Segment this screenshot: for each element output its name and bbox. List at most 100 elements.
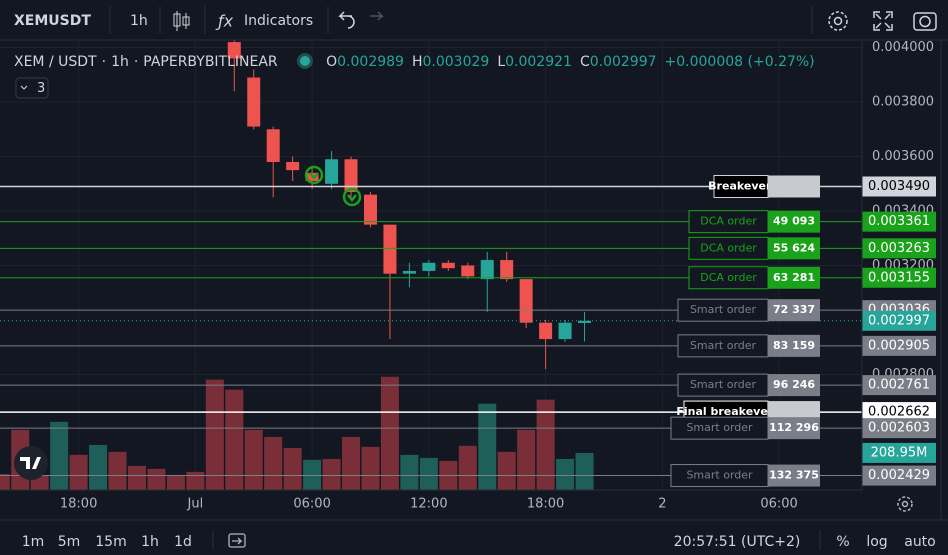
x-tick-label: 06:00: [293, 497, 330, 512]
range-button[interactable]: 5m: [58, 534, 81, 550]
fullscreen-button[interactable]: [873, 11, 893, 31]
candle-body: [539, 322, 553, 340]
log-toggle[interactable]: log: [866, 534, 887, 550]
range-button[interactable]: 1m: [22, 534, 45, 550]
x-tick-label: Jul: [187, 497, 204, 512]
y-tick-label: 0.003800: [872, 95, 934, 110]
interval[interactable]: 1h: [130, 13, 148, 29]
volume-bar: [69, 454, 88, 490]
order-qty: 83 159: [773, 339, 815, 352]
undo-button[interactable]: [338, 11, 355, 29]
ohlc-key: O: [326, 54, 338, 70]
price-tag-label: 0.002662: [868, 405, 930, 420]
candle-body: [422, 262, 436, 271]
ohlc-key: C: [579, 54, 590, 70]
separator: ·: [133, 54, 139, 70]
range-button[interactable]: 15m: [95, 534, 126, 550]
volume-bar: [478, 403, 497, 490]
auto-toggle[interactable]: auto: [904, 534, 936, 550]
volume-bar: [361, 446, 380, 490]
candle-body: [247, 77, 261, 127]
candle-body: [519, 279, 533, 323]
volume-bar: [497, 451, 516, 490]
symbol[interactable]: XEMUSDT: [14, 13, 91, 29]
volume-bar: [50, 421, 69, 490]
order-label: Smart order: [686, 469, 753, 482]
screenshot-button[interactable]: [913, 12, 937, 31]
volume-bar: [264, 436, 283, 490]
axis-settings-button[interactable]: [897, 496, 913, 512]
order-qty: 96 246: [773, 378, 815, 391]
volume-bar: [89, 444, 108, 490]
volume-bar: [186, 471, 205, 490]
price-tag-label: 0.003263: [868, 241, 930, 256]
volume-bar: [575, 452, 594, 490]
settings-button[interactable]: [828, 11, 848, 31]
indicators-button[interactable]: Indicators: [244, 13, 313, 29]
order-qty-box[interactable]: [768, 175, 820, 198]
volume-bar: [0, 474, 10, 490]
volume-tag: [862, 442, 936, 463]
volume-bar: [108, 451, 127, 490]
candle-body: [558, 322, 572, 340]
legend: XEM / USDT · 1h · PAPERBYBITLINEAR O0.002989…: [14, 54, 823, 70]
order-label: DCA order: [700, 241, 757, 254]
order-qty-box[interactable]: [768, 299, 820, 322]
tv-logo: [14, 446, 48, 480]
ohlc-key: L: [497, 54, 506, 70]
order-qty-box[interactable]: [768, 334, 820, 357]
volume-bar: [283, 447, 302, 490]
date-range-icon[interactable]: [228, 533, 246, 548]
order-qty-box[interactable]: [768, 266, 820, 289]
ohlc-value: 0.003029: [422, 54, 490, 70]
volume-bar: [458, 445, 477, 490]
order-qty: 112 296: [769, 421, 819, 434]
volume-bar: [342, 436, 361, 490]
order-label: Smart order: [690, 339, 757, 352]
volume-bar: [419, 457, 438, 490]
pair: XEM / USDT: [14, 54, 97, 70]
price-tag: [862, 176, 936, 197]
indicator-toggle[interactable]: [15, 77, 49, 99]
price-tag: [862, 267, 936, 288]
order-label: Smart order: [686, 421, 753, 434]
change: +0.000008 (+0.27%): [664, 54, 815, 70]
range-button[interactable]: 1h: [141, 534, 159, 550]
y-tick-label: 0.003600: [872, 149, 934, 164]
price-tag: [862, 310, 936, 331]
candle-body: [461, 265, 475, 277]
price-tag-label: 0.002997: [868, 313, 930, 328]
price-tag: [862, 211, 936, 232]
volume-bar: [166, 474, 185, 490]
legend-interval: 1h: [111, 54, 129, 70]
x-tick-label: 12:00: [410, 497, 447, 512]
order-qty-box[interactable]: [768, 237, 820, 260]
order-qty: 55 624: [773, 241, 815, 254]
percent-toggle[interactable]: %: [836, 534, 849, 550]
clock[interactable]: 20:57:51 (UTC+2): [674, 534, 801, 550]
candle-body: [266, 129, 280, 162]
order-qty-box[interactable]: [768, 417, 820, 440]
order-qty-box[interactable]: [768, 210, 820, 233]
price-tag-label: 0.003155: [868, 270, 930, 285]
ohlc-value: 0.002989: [337, 54, 404, 70]
x-tick-label: 18:00: [527, 497, 564, 512]
price-tag: [862, 418, 936, 439]
range-button[interactable]: 1d: [174, 534, 192, 550]
order-qty: 63 281: [773, 271, 815, 284]
candle-body: [578, 320, 592, 323]
order-qty-box[interactable]: [768, 464, 820, 487]
order-label: DCA order: [700, 271, 757, 284]
order-qty-box[interactable]: [768, 374, 820, 397]
fx-icon[interactable]: ƒx: [215, 12, 234, 31]
redo-button[interactable]: [370, 11, 384, 21]
toolbar: [0, 0, 948, 40]
candle-body: [227, 42, 241, 59]
chart-type-icon[interactable]: [173, 11, 190, 31]
volume-bar: [147, 468, 166, 490]
order-qty: 72 337: [773, 303, 815, 316]
price-tag: [862, 465, 936, 486]
candle-body: [325, 159, 339, 184]
separator: ·: [101, 54, 107, 70]
candle-body: [286, 161, 300, 171]
